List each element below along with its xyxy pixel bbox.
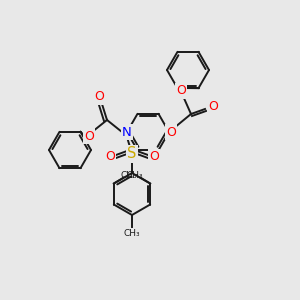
Text: S: S bbox=[127, 146, 137, 161]
Text: O: O bbox=[105, 151, 115, 164]
Text: N: N bbox=[122, 125, 132, 139]
Text: O: O bbox=[166, 125, 176, 139]
Text: O: O bbox=[176, 85, 186, 98]
Text: O: O bbox=[149, 151, 159, 164]
Text: CH₃: CH₃ bbox=[124, 229, 140, 238]
Text: CH₃: CH₃ bbox=[121, 171, 137, 180]
Text: O: O bbox=[94, 91, 104, 103]
Text: O: O bbox=[84, 130, 94, 142]
Text: O: O bbox=[208, 100, 218, 113]
Text: CH₃: CH₃ bbox=[127, 171, 143, 180]
